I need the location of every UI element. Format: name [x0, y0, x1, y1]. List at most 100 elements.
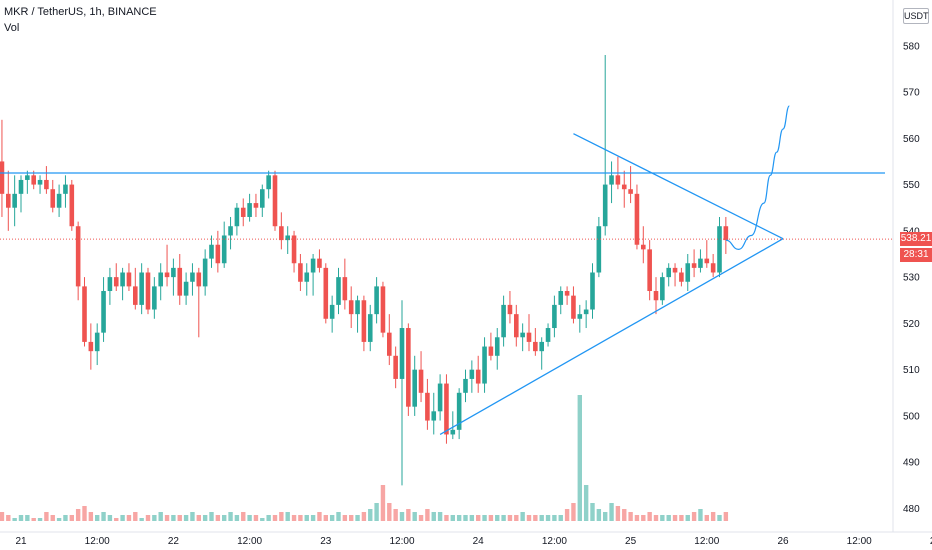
candle-body — [526, 332, 532, 342]
price-axis: 480 490 500 510 520 530 540 550 560 570 580 — [892, 0, 920, 532]
volume-bar — [158, 512, 163, 521]
time-tick-label: 21 — [15, 536, 27, 547]
volume-bar — [355, 515, 360, 521]
price-tick-label: 540 — [903, 226, 920, 237]
volume-bar — [6, 515, 11, 521]
volume-bar — [387, 503, 392, 521]
volume-bar — [336, 512, 341, 521]
volume-bar — [450, 515, 455, 521]
candle-body — [431, 411, 437, 421]
candle-body — [621, 184, 627, 190]
volume-bar — [25, 515, 30, 521]
candle-body — [653, 291, 659, 301]
candle-body — [63, 184, 68, 194]
volume-bar — [590, 503, 595, 521]
volume-bar — [526, 515, 532, 521]
volume-bar — [717, 515, 722, 521]
volume-series — [0, 395, 729, 521]
price-tick-label: 510 — [903, 365, 920, 376]
volume-bar — [514, 515, 519, 521]
volume-bar — [50, 515, 55, 521]
volume-bar — [323, 515, 328, 521]
volume-bar — [539, 515, 544, 521]
volume-bar — [145, 515, 151, 521]
volume-bar — [272, 515, 278, 521]
candle-body — [164, 272, 170, 278]
candle-body — [113, 277, 119, 287]
candle-body — [482, 346, 487, 384]
volume-bar — [88, 512, 94, 521]
volume-bar — [520, 512, 525, 521]
candle-body — [463, 378, 468, 393]
candle-body — [37, 179, 43, 185]
candle-body — [704, 258, 710, 264]
candle-body — [520, 332, 525, 338]
volume-bar — [622, 509, 627, 521]
candle-body — [158, 272, 163, 287]
volume-bar — [406, 509, 411, 521]
time-tick-label: 12:00 — [847, 536, 872, 547]
volume-bar — [183, 515, 189, 521]
candle-body — [107, 277, 113, 292]
ascending-trendline — [439, 238, 784, 436]
volume-bar — [660, 515, 665, 521]
candle-body — [437, 383, 443, 412]
candle-body — [374, 286, 379, 315]
candle-body — [25, 175, 30, 180]
candle-body — [602, 184, 608, 227]
candle-body — [317, 258, 322, 268]
candle-body — [209, 244, 214, 259]
candle-body — [69, 184, 75, 227]
volume-bar — [653, 515, 659, 521]
volume-bar — [412, 512, 417, 521]
candle-body — [183, 281, 189, 296]
price-tick-label: 520 — [903, 319, 920, 330]
volume-bar — [342, 515, 348, 521]
candle-body — [590, 272, 595, 310]
volume-bar — [685, 515, 690, 521]
volume-bar — [418, 515, 424, 521]
time-tick-label: 23 — [320, 536, 332, 547]
candle-body — [279, 226, 284, 241]
last-price-badge: 538.21 — [900, 232, 932, 247]
volume-indicator-label[interactable]: Vol — [4, 22, 20, 34]
candle-body — [609, 175, 614, 185]
candle-body — [50, 189, 56, 208]
candle-body — [18, 179, 24, 194]
time-tick-label: 24 — [473, 536, 485, 547]
volume-bar — [0, 512, 5, 521]
volume-bar — [476, 515, 481, 521]
volume-bar — [425, 509, 430, 521]
time-tick-label: 22 — [168, 536, 180, 547]
time-tick-label: 26 — [777, 536, 789, 547]
volume-bar — [393, 509, 398, 521]
volume-bar — [139, 518, 144, 521]
time-tick-label: 12:00 — [389, 536, 414, 547]
volume-bar — [596, 509, 602, 521]
candle-body — [691, 263, 697, 268]
volume-bar — [95, 515, 100, 521]
time-tick-label: 27 — [930, 536, 932, 547]
candle-body — [234, 207, 240, 227]
price-tick-label: 580 — [903, 41, 920, 52]
volume-bar — [82, 506, 87, 521]
volume-bar — [234, 515, 240, 521]
candle-body — [145, 272, 151, 310]
volume-bar — [456, 515, 462, 521]
volume-bar — [63, 515, 68, 521]
volume-bar — [495, 515, 500, 521]
candle-body — [698, 258, 703, 268]
candle-body — [82, 286, 87, 342]
candle-body — [685, 263, 691, 282]
candle-body — [514, 314, 519, 338]
candle-body — [494, 337, 500, 356]
volume-bar — [317, 512, 322, 521]
currency-label[interactable]: USDT — [903, 8, 929, 24]
symbol-title[interactable]: MKR / TetherUS, 1h, BINANCE — [4, 6, 157, 18]
volume-bar — [37, 518, 43, 521]
candle-body — [444, 383, 449, 435]
candle-body — [171, 267, 176, 278]
volume-bar — [469, 515, 475, 521]
volume-bar — [399, 512, 405, 521]
